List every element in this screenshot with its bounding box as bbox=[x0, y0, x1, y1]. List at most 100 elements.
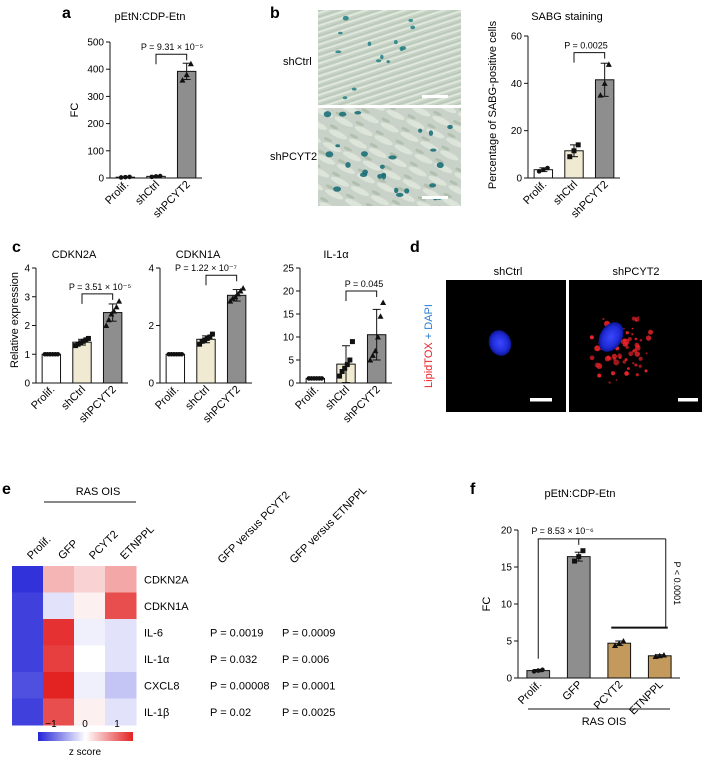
stained-cell bbox=[408, 19, 414, 22]
category-label: Prolif. bbox=[153, 384, 181, 412]
category-label: Prolif. bbox=[103, 179, 131, 207]
data-point bbox=[349, 339, 355, 345]
y-tick-label: 0 bbox=[288, 379, 294, 390]
table-cell: P = 0.00008 bbox=[210, 680, 269, 692]
table-header: GFP versus PCYT2 bbox=[216, 489, 293, 566]
y-tick-label: 4 bbox=[148, 264, 154, 275]
data-point bbox=[240, 285, 247, 291]
data-point bbox=[536, 169, 542, 174]
stained-cell bbox=[360, 151, 368, 157]
significance-bracket bbox=[573, 52, 606, 63]
bar bbox=[647, 655, 672, 679]
lipid-droplet bbox=[634, 342, 640, 348]
y-tick-label: 10 bbox=[283, 333, 295, 344]
data-point bbox=[232, 293, 239, 300]
data-point bbox=[113, 303, 120, 310]
panel-letter-b: b bbox=[270, 5, 280, 22]
data-point bbox=[377, 313, 384, 319]
heatmap-column-label: PCYT2 bbox=[87, 529, 121, 563]
data-point bbox=[105, 316, 112, 323]
lipid-droplet bbox=[623, 327, 625, 330]
data-point bbox=[199, 338, 205, 344]
lipid-droplet bbox=[615, 379, 618, 381]
table-cell: P = 0.02 bbox=[210, 707, 251, 719]
colorbar-tick-high: 1 bbox=[114, 719, 120, 730]
data-point bbox=[545, 165, 550, 171]
lipid-droplet bbox=[627, 337, 632, 341]
data-point bbox=[367, 357, 374, 363]
heatmap-cell bbox=[105, 592, 137, 620]
y-tick-label: 0 bbox=[516, 174, 522, 185]
y-tick-label: 5 bbox=[506, 637, 512, 648]
lipid-droplet bbox=[628, 351, 634, 357]
lipid-droplet bbox=[618, 356, 622, 359]
data-point bbox=[75, 341, 81, 347]
lipid-droplet bbox=[648, 329, 654, 335]
stained-cell bbox=[428, 130, 434, 136]
heatmap: CDKN2A CDKN1A IL-6 IL-1α CXCL8 IL-1β Prolif. GF… bbox=[12, 523, 189, 726]
sabg-micrograph-shpcyt2 bbox=[318, 108, 461, 206]
y-tick-label: 0 bbox=[148, 379, 154, 390]
lipid-droplet bbox=[606, 355, 611, 360]
data-point bbox=[656, 652, 663, 659]
data-point bbox=[374, 334, 381, 340]
data-point bbox=[227, 298, 234, 304]
stain-legend: LipidTOX + DAPI bbox=[423, 304, 435, 388]
category-label: shCtrl bbox=[183, 384, 212, 413]
significance-bracket bbox=[345, 290, 378, 301]
data-point bbox=[580, 548, 586, 554]
category-label: shCtrl bbox=[59, 384, 88, 413]
bar bbox=[41, 353, 62, 384]
heatmap-cell bbox=[43, 645, 75, 673]
category-label: shCtrl bbox=[323, 384, 352, 413]
lipid-droplet bbox=[610, 371, 616, 376]
lipid-droplet bbox=[637, 316, 640, 318]
y-tick-label: 25 bbox=[283, 264, 295, 275]
data-point bbox=[567, 154, 573, 160]
data-point bbox=[209, 331, 215, 337]
stained-cell bbox=[400, 46, 407, 51]
data-point bbox=[660, 652, 667, 658]
data-point bbox=[179, 351, 185, 357]
data-point bbox=[204, 335, 210, 341]
lipid-droplet bbox=[624, 371, 629, 376]
data-point bbox=[229, 295, 236, 301]
panel-c3-title: IL-1α bbox=[323, 249, 349, 261]
stained-cell bbox=[325, 151, 334, 158]
colorbar-label: z score bbox=[69, 747, 102, 758]
category-label: GFP bbox=[560, 679, 584, 703]
data-point bbox=[83, 337, 89, 343]
heatmap-row-label: IL-6 bbox=[144, 627, 163, 639]
bar bbox=[566, 556, 591, 679]
table-cell: P = 0.032 bbox=[210, 654, 257, 666]
fluor-label-shpcyt2: shPCYT2 bbox=[612, 266, 659, 278]
panel-letter-e: e bbox=[2, 481, 11, 498]
data-point bbox=[237, 288, 244, 294]
data-point bbox=[123, 174, 128, 180]
p-value-label: P = 0.045 bbox=[345, 279, 384, 289]
data-point bbox=[575, 142, 581, 148]
heatmap-column-label: Prolif. bbox=[25, 534, 53, 562]
significance-bracket bbox=[81, 293, 114, 304]
heatmap-column-label: GFP bbox=[56, 538, 80, 562]
y-tick-label: 2 bbox=[24, 321, 30, 332]
lipid-droplet bbox=[627, 367, 630, 370]
y-tick-label: 0 bbox=[24, 379, 30, 390]
heatmap-row-label: CDKN1A bbox=[144, 601, 189, 613]
data-point bbox=[369, 352, 376, 358]
data-point bbox=[149, 174, 155, 180]
data-point bbox=[179, 77, 186, 83]
heatmap-cell bbox=[43, 566, 75, 593]
stained-cell bbox=[430, 148, 437, 152]
data-point bbox=[108, 311, 115, 317]
significance-bracket bbox=[205, 274, 238, 286]
data-point bbox=[127, 174, 132, 180]
table-cell: P = 0.0025 bbox=[282, 707, 335, 719]
p-value-label: P = 0.0025 bbox=[564, 41, 608, 51]
y-tick-label: 15 bbox=[283, 310, 295, 321]
data-point bbox=[572, 558, 578, 564]
heatmap-cell bbox=[105, 672, 137, 699]
data-point bbox=[85, 335, 91, 341]
data-point bbox=[337, 373, 343, 379]
